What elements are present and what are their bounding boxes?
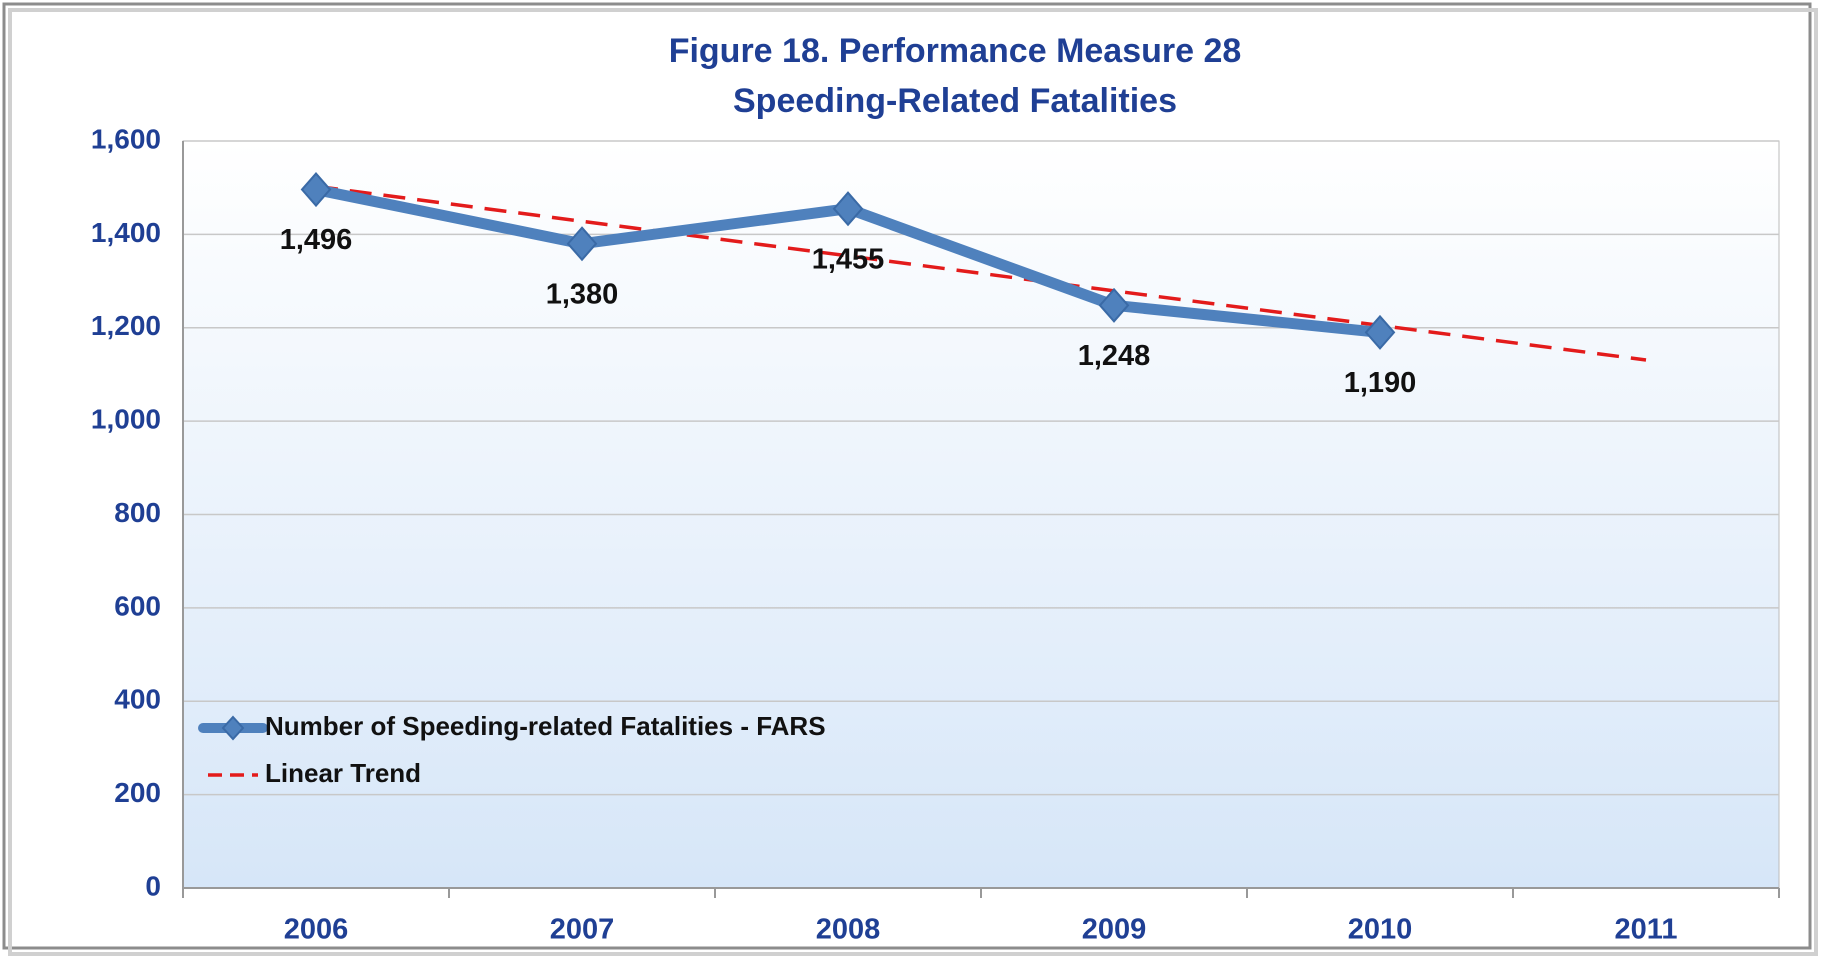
- y-tick-label: 1,400: [91, 217, 161, 248]
- x-tick-label: 2011: [1615, 914, 1678, 946]
- x-tick-label: 2008: [816, 914, 881, 946]
- y-tick-label: 200: [114, 777, 161, 808]
- legend-key: [221, 715, 245, 741]
- y-tick-label: 1,200: [91, 310, 161, 341]
- y-tick-label: 1,600: [91, 123, 161, 154]
- x-tick-label: 2007: [550, 914, 615, 946]
- data-label: 1,455: [812, 243, 885, 275]
- data-label: 1,380: [546, 278, 619, 310]
- marker: [1098, 287, 1130, 323]
- marker: [1364, 314, 1396, 350]
- y-tick-label: 1,000: [91, 404, 161, 435]
- x-tick-label: 2010: [1348, 914, 1413, 946]
- marker: [566, 226, 598, 262]
- data-label: 1,496: [280, 224, 353, 256]
- data-label: 1,248: [1078, 340, 1151, 372]
- data-label: 1,190: [1344, 367, 1417, 399]
- marker: [300, 172, 332, 208]
- y-tick-label: 400: [114, 684, 161, 715]
- y-tick-label: 600: [114, 590, 161, 621]
- marker: [832, 191, 864, 227]
- chart-title: Figure 18. Performance Measure 28: [669, 32, 1242, 70]
- y-tick-label: 800: [114, 497, 161, 528]
- y-tick-label: 0: [145, 870, 161, 901]
- frame-shadow: [8, 8, 1818, 956]
- legend-label: Number of Speeding-related Fatalities - …: [265, 711, 826, 741]
- x-tick-label: 2006: [284, 914, 349, 946]
- chart-title: Speeding-Related Fatalities: [733, 82, 1177, 120]
- x-tick-label: 2009: [1082, 914, 1147, 946]
- legend-label: Linear Trend: [265, 758, 421, 788]
- trend-line: [315, 184, 1647, 362]
